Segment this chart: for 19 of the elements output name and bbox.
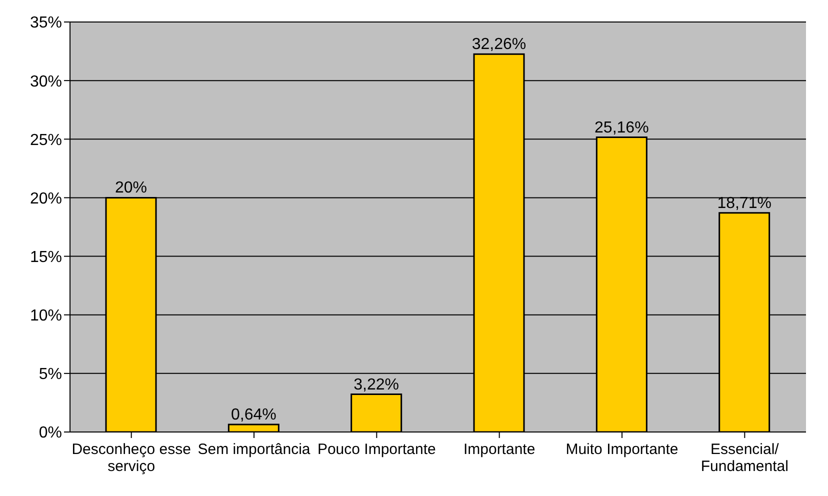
data-label: 20% [114, 180, 148, 197]
x-tick-label: Essencial/Fundamental [700, 441, 788, 475]
x-tick-label: Importante [463, 441, 536, 458]
y-tick-label: 20% [30, 190, 62, 208]
data-label: 25,16% [594, 119, 649, 136]
y-tick-label: 30% [30, 73, 62, 90]
y-tick-label: 0% [38, 424, 62, 442]
x-tick-label: Muito Importante [566, 441, 678, 458]
x-tick-label: Desconheço esse serviço [72, 441, 191, 475]
data-label: 32,26% [472, 36, 526, 54]
data-label: 0,64% [230, 406, 276, 424]
x-tick-label: Sem importância [198, 441, 311, 458]
y-tick-label: 35% [30, 14, 62, 32]
y-tick-label: 10% [30, 308, 62, 325]
data-label: 3,22% [354, 376, 400, 394]
y-tick-label: 15% [30, 248, 62, 266]
y-tick-label: 25% [30, 132, 62, 149]
y-tick-label: 5% [38, 366, 62, 384]
x-tick-label: Pouco Importante [317, 441, 436, 458]
